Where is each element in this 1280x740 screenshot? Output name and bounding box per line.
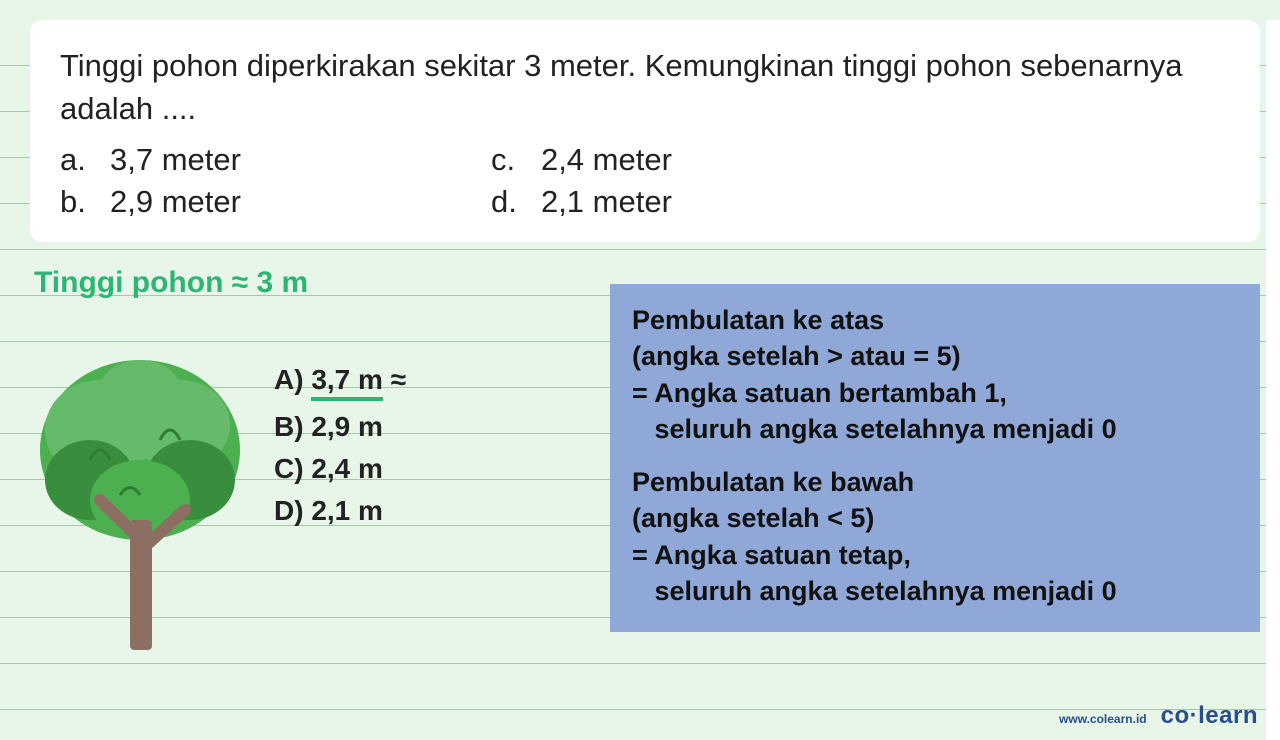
- rounding-up-rule-2: seluruh angka setelahnya menjadi 0: [632, 411, 1238, 447]
- rounding-up-rule-1: = Angka satuan bertambah 1,: [632, 375, 1238, 411]
- rounding-up-block: Pembulatan ke atas (angka setelah > atau…: [632, 302, 1238, 448]
- question-card: Tinggi pohon diperkirakan sekitar 3 mete…: [30, 20, 1260, 242]
- answer-list: A) 3,7 m ≈ B) 2,9 m C) 2,4 m D) 2,1 m: [274, 340, 406, 537]
- answer-d: D) 2,1 m: [274, 495, 406, 527]
- footer: www.colearn.id co·learn: [1059, 702, 1258, 730]
- right-white-strip: [1266, 20, 1280, 740]
- answer-c: C) 2,4 m: [274, 453, 406, 485]
- tree-icon: [30, 340, 250, 660]
- question-text: Tinggi pohon diperkirakan sekitar 3 mete…: [60, 44, 1230, 131]
- rounding-down-rule-1: = Angka satuan tetap,: [632, 537, 1238, 573]
- answer-b: B) 2,9 m: [274, 411, 406, 443]
- rounding-info-box: Pembulatan ke atas (angka setelah > atau…: [610, 284, 1260, 632]
- option-d: d. 2,1 meter: [491, 181, 672, 223]
- footer-url: www.colearn.id: [1059, 712, 1147, 726]
- rounding-up-title: Pembulatan ke atas: [632, 302, 1238, 338]
- colearn-logo: co·learn: [1161, 702, 1258, 730]
- option-a: a. 3,7 meter: [60, 139, 241, 181]
- option-c: c. 2,4 meter: [491, 139, 672, 181]
- rounding-down-title: Pembulatan ke bawah: [632, 464, 1238, 500]
- rounding-down-block: Pembulatan ke bawah (angka setelah < 5) …: [632, 464, 1238, 610]
- option-b: b. 2,9 meter: [60, 181, 241, 223]
- rounding-up-condition: (angka setelah > atau = 5): [632, 338, 1238, 374]
- rounding-down-condition: (angka setelah < 5): [632, 500, 1238, 536]
- question-options: a. 3,7 meter b. 2,9 meter c. 2,4 meter d…: [60, 139, 1230, 223]
- answer-a: A) 3,7 m ≈: [274, 364, 406, 401]
- rounding-down-rule-2: seluruh angka setelahnya menjadi 0: [632, 573, 1238, 609]
